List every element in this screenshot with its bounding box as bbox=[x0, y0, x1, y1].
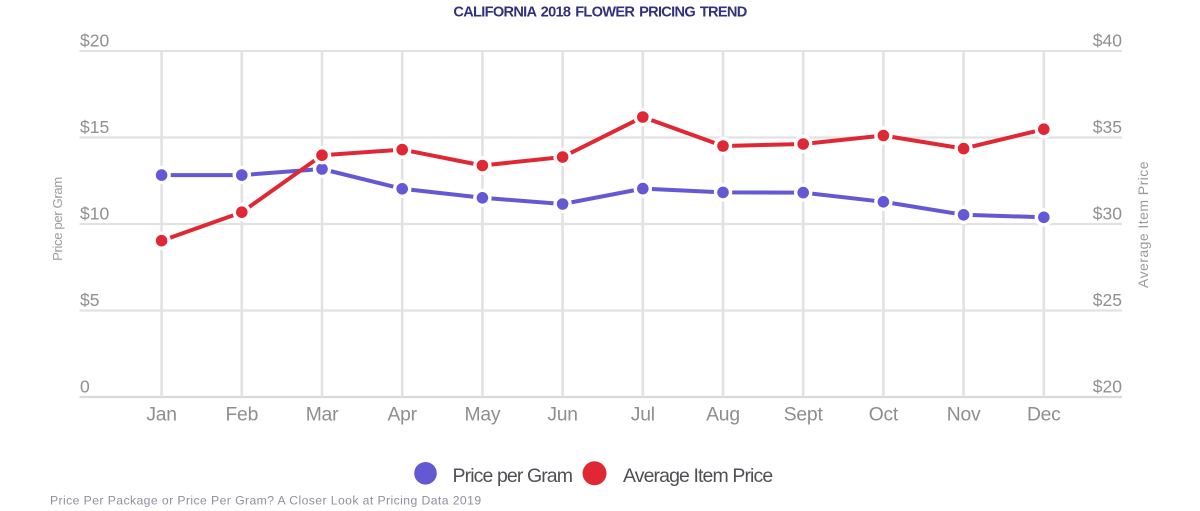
svg-text:$40: $40 bbox=[1093, 31, 1122, 51]
svg-text:CALIFORNIA 2018 FLOWER PRICING: CALIFORNIA 2018 FLOWER PRICING TREND bbox=[453, 5, 746, 21]
svg-text:Mar: Mar bbox=[306, 405, 339, 426]
svg-text:$30: $30 bbox=[1093, 204, 1122, 224]
svg-text:$35: $35 bbox=[1093, 117, 1122, 137]
svg-text:Average Item Price: Average Item Price bbox=[1135, 161, 1151, 288]
svg-text:$20: $20 bbox=[80, 31, 109, 51]
svg-text:$25: $25 bbox=[1093, 290, 1122, 310]
svg-text:$5: $5 bbox=[80, 290, 99, 310]
svg-text:Price per Gram: Price per Gram bbox=[453, 465, 573, 487]
svg-text:Nov: Nov bbox=[947, 405, 981, 426]
svg-text:Sept: Sept bbox=[784, 405, 824, 426]
svg-text:Price Per Package or Price Per: Price Per Package or Price Per Gram? A C… bbox=[50, 494, 482, 508]
svg-text:Jan: Jan bbox=[146, 405, 177, 426]
svg-text:Feb: Feb bbox=[225, 405, 258, 426]
svg-text:$10: $10 bbox=[80, 204, 109, 224]
svg-text:Dec: Dec bbox=[1027, 405, 1061, 426]
svg-text:May: May bbox=[464, 405, 500, 426]
svg-text:Apr: Apr bbox=[387, 405, 417, 426]
svg-text:$15: $15 bbox=[80, 117, 109, 137]
svg-text:Jun: Jun bbox=[547, 405, 578, 426]
svg-text:0: 0 bbox=[80, 377, 90, 397]
svg-text:Jul: Jul bbox=[631, 405, 655, 426]
svg-text:Oct: Oct bbox=[869, 405, 899, 426]
svg-text:$20: $20 bbox=[1093, 377, 1122, 397]
svg-text:Aug: Aug bbox=[706, 405, 740, 426]
svg-text:Price per Gram: Price per Gram bbox=[50, 177, 65, 261]
svg-text:Average Item Price: Average Item Price bbox=[623, 465, 772, 487]
